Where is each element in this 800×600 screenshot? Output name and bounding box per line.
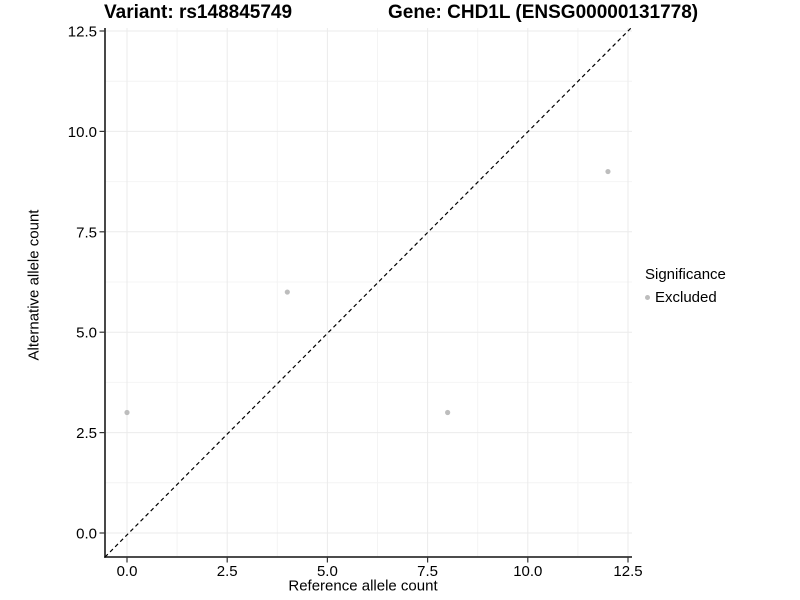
plot-title-variant: Variant: rs148845749	[104, 2, 293, 23]
x-tick-label: 5.0	[317, 563, 338, 580]
y-axis-title: Alternative allele count	[25, 209, 43, 361]
y-tick-label: 12.5	[68, 24, 97, 41]
data-point	[605, 168, 611, 175]
plot-title-gene: Gene: CHD1L (ENSG00000131778)	[388, 2, 699, 23]
y-tick-label: 10.0	[68, 124, 97, 141]
y-tick-label: 0.0	[76, 526, 97, 543]
data-point	[124, 409, 130, 416]
y-tick-label: 5.0	[76, 325, 97, 342]
x-tick-label: 0.0	[117, 563, 138, 580]
legend-item-label: Excluded	[655, 289, 717, 306]
legend: Significance Excluded	[645, 266, 726, 306]
x-tick-label: 2.5	[217, 563, 238, 580]
x-tick-label: 12.5	[613, 563, 642, 580]
y-tick-label: 7.5	[76, 224, 97, 241]
legend-title: Significance	[645, 266, 726, 283]
data-point	[445, 409, 451, 416]
data-point	[284, 289, 290, 295]
identity-dashed-line	[104, 27, 632, 558]
x-axis-title: Reference allele count	[288, 577, 438, 595]
x-tick-label: 7.5	[417, 563, 438, 580]
y-tick-label: 2.5	[76, 425, 97, 442]
legend-item-excluded: Excluded	[645, 289, 726, 306]
x-tick-label: 10.0	[513, 563, 542, 580]
legend-key-dot-icon	[645, 295, 650, 300]
